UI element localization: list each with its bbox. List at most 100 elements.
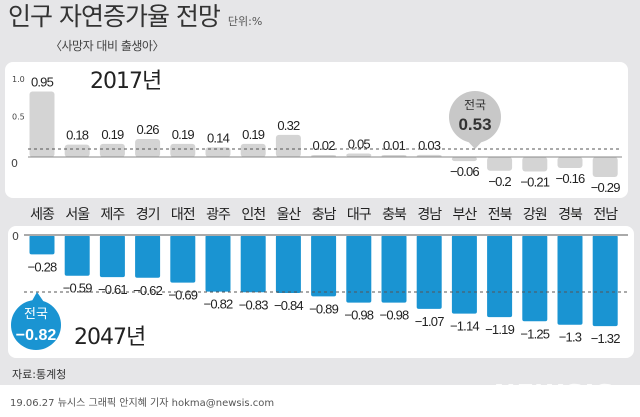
value-label-2047: −0.83 [239, 297, 268, 312]
value-label-2047: −0.28 [28, 259, 57, 274]
region-label: 서울 [65, 207, 90, 223]
chart-title-2017: 2017년 [90, 69, 161, 94]
value-label-2047: −1.3 [559, 330, 582, 345]
value-label-2017: 0.19 [242, 127, 265, 142]
value-label-2047: −1.14 [450, 319, 479, 334]
region-label: 충북 [382, 207, 407, 223]
value-label-2047: −0.62 [133, 283, 162, 298]
bar-2017 [275, 134, 301, 157]
page-title: 인구 자연증가율 전망 [8, 2, 221, 31]
value-label-2017: −0.21 [520, 174, 549, 189]
value-label-2017: 0.02 [313, 138, 336, 153]
value-label-2017: 0.18 [66, 128, 89, 143]
value-label-2047: −0.98 [344, 308, 373, 323]
bar-2047 [522, 235, 548, 322]
value-label-2047: −1.19 [485, 322, 514, 337]
newsis-logo: NEWSIS [492, 380, 614, 410]
bar-2017 [522, 157, 548, 172]
y-tick-label: 1.0 [12, 75, 25, 84]
region-label: 경기 [136, 207, 160, 223]
value-label-2017: 0.01 [383, 138, 406, 153]
value-label-2017: 0.14 [207, 130, 230, 145]
region-label: 경남 [417, 207, 442, 223]
national-label-2017: 전국 [464, 98, 486, 112]
bar-2017 [64, 144, 90, 157]
bar-2047 [451, 235, 477, 314]
bar-2017 [416, 154, 442, 157]
bar-2017 [592, 157, 618, 178]
y-tick-label: 0.5 [12, 113, 25, 122]
bar-2017 [135, 139, 161, 157]
national-label-2047: 전국 [24, 307, 48, 322]
value-label-2047: −1.32 [591, 331, 620, 346]
bar-2017 [240, 143, 266, 157]
region-label: 제주 [101, 207, 126, 223]
national-bubble-2017 [449, 91, 501, 143]
bar-2047 [170, 235, 196, 283]
value-label-2017: 0.19 [101, 127, 124, 142]
bar-2017 [487, 157, 513, 171]
credit: 19.06.27 뉴시스 그래픽 안지혜 기자 hokma@newsis.com [10, 398, 275, 409]
value-label-2047: −0.82 [204, 297, 233, 312]
value-label-2047: −0.59 [63, 281, 92, 296]
value-label-2047: −0.69 [168, 288, 197, 303]
bar-2047 [135, 235, 161, 278]
chart-title-2047: 2047년 [74, 325, 145, 350]
bar-2047 [275, 235, 301, 293]
bar-2017 [170, 143, 196, 157]
bar-2017 [99, 143, 125, 157]
subtitle: 〈사망자 대비 출생아〉 [50, 39, 164, 53]
y-tick-label: 0 [12, 230, 19, 243]
value-label-2047: −0.89 [309, 301, 338, 316]
value-label-2017: 0.03 [418, 138, 441, 153]
national-bubble-2047 [11, 300, 61, 350]
value-label-2017: −0.06 [450, 164, 479, 179]
bar-2047 [99, 235, 125, 278]
value-label-2017: −0.29 [591, 180, 620, 195]
region-label: 전남 [593, 207, 618, 223]
header: 인구 자연증가율 전망 단위:% [8, 2, 262, 32]
unit-label: 단위:% [227, 15, 263, 28]
bar-2047 [416, 235, 442, 309]
region-label: 대구 [347, 207, 372, 223]
region-label: 인천 [241, 207, 265, 223]
bar-2047 [557, 235, 583, 325]
bar-2017 [29, 91, 55, 157]
value-label-2017: 0.19 [172, 127, 195, 142]
bar-2047 [346, 235, 372, 303]
bar-2017 [205, 147, 231, 157]
value-label-2017: 0.32 [277, 118, 300, 133]
region-label: 광주 [206, 207, 231, 223]
bar-2047 [64, 235, 90, 276]
bar-2047 [487, 235, 513, 318]
bar-2047 [205, 235, 231, 292]
value-label-2017: 0.95 [31, 74, 54, 89]
source: 자료:통계청 [12, 368, 67, 381]
value-label-2017: −0.2 [488, 174, 511, 189]
bar-2047 [311, 235, 337, 297]
y-tick-label: 0 [11, 157, 18, 170]
value-label-2017: −0.16 [556, 171, 585, 186]
bar-2047 [29, 235, 55, 255]
value-label-2017: 0.05 [348, 137, 371, 152]
bar-2047 [381, 235, 407, 303]
region-label: 경북 [558, 207, 583, 223]
bar-2017 [451, 157, 477, 162]
region-label: 세종 [30, 207, 55, 223]
value-label-2047: −1.07 [415, 314, 444, 329]
value-label-2047: −0.84 [274, 298, 303, 313]
value-label-2047: −1.25 [520, 326, 549, 341]
region-label: 울산 [277, 207, 302, 223]
value-label-2047: −0.98 [380, 308, 409, 323]
bar-2017 [346, 153, 372, 157]
bar-2047 [240, 235, 266, 293]
region-label: 부산 [453, 207, 478, 223]
region-label: 충남 [312, 207, 337, 223]
value-label-2017: 0.26 [137, 122, 160, 137]
region-label: 대전 [171, 207, 195, 223]
bar-2017 [557, 157, 583, 169]
bar-2047 [592, 235, 618, 327]
national-value-2017: 0.53 [458, 115, 491, 134]
